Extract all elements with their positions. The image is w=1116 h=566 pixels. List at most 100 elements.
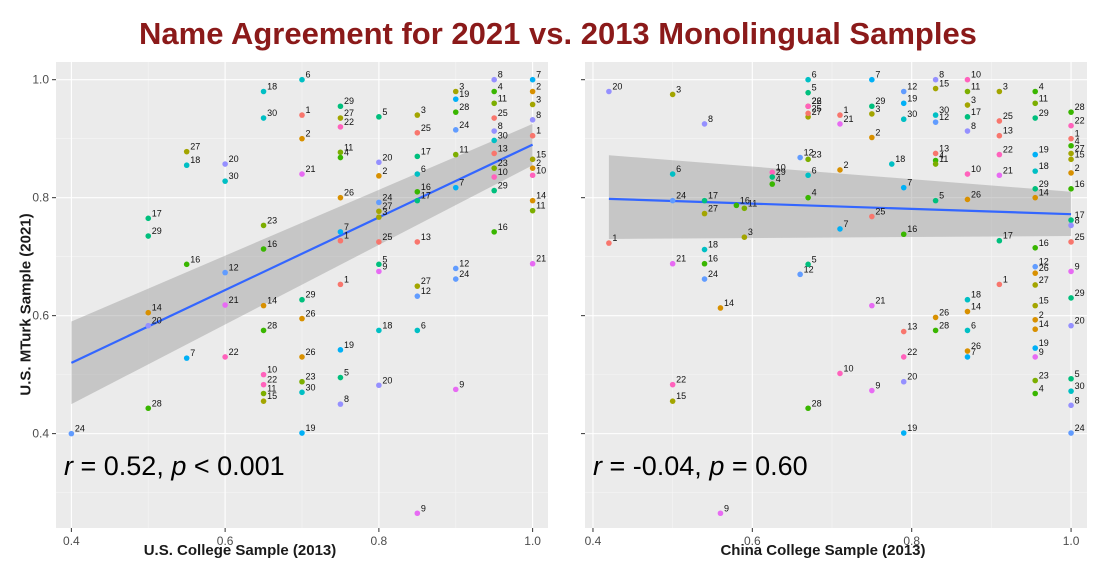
point-label: 26 <box>306 347 316 357</box>
data-point <box>1032 194 1039 201</box>
data-point <box>337 103 344 110</box>
data-point <box>452 276 459 282</box>
data-point <box>414 188 421 195</box>
data-point <box>900 231 907 238</box>
data-point <box>805 103 811 110</box>
data-point <box>701 210 708 217</box>
y-tick-label: 0.6 <box>32 309 49 323</box>
data-point <box>932 112 939 118</box>
data-point <box>491 137 497 144</box>
point-label: 1 <box>843 105 848 115</box>
point-label: 13 <box>907 322 917 332</box>
data-point <box>376 114 382 120</box>
point-label: 19 <box>306 423 316 433</box>
data-point <box>1068 322 1074 329</box>
data-point <box>414 239 421 245</box>
data-point <box>414 171 421 177</box>
point-label: 29 <box>1039 108 1049 118</box>
point-label: 14 <box>724 298 734 308</box>
point-label: 6 <box>421 164 426 174</box>
data-point <box>299 171 305 177</box>
point-label: 22 <box>812 96 822 106</box>
point-label: 30 <box>306 382 316 392</box>
data-point <box>1032 354 1039 360</box>
point-label: 2 <box>1075 163 1080 173</box>
data-point <box>414 112 421 118</box>
point-label: 16 <box>190 254 200 264</box>
x-tick-label: 0.4 <box>585 534 602 548</box>
point-label: 17 <box>971 107 981 117</box>
data-point <box>805 172 811 179</box>
point-label: 1 <box>612 233 617 243</box>
point-label: 16 <box>421 182 431 192</box>
data-point <box>606 240 612 246</box>
point-label: 21 <box>229 295 239 305</box>
point-label: 14 <box>267 296 277 306</box>
data-point <box>869 213 875 220</box>
data-point <box>491 115 497 121</box>
point-label: 23 <box>1039 371 1049 381</box>
point-label: 5 <box>382 254 387 264</box>
point-label: 11 <box>748 198 757 208</box>
data-point <box>529 101 536 108</box>
point-label: 29 <box>1039 179 1049 189</box>
point-label: 28 <box>939 320 949 330</box>
x-axis-label-right: China College Sample (2013) <box>720 542 926 559</box>
data-point <box>376 199 382 206</box>
data-point <box>414 197 421 204</box>
data-point <box>529 76 536 83</box>
point-label: 5 <box>812 83 817 93</box>
point-label: 18 <box>971 290 981 300</box>
point-label: 3 <box>459 81 464 91</box>
point-label: 29 <box>152 226 162 236</box>
data-point <box>669 398 676 404</box>
point-label: 14 <box>536 191 546 201</box>
data-point <box>805 110 811 117</box>
x-tick-label: 1.0 <box>524 534 541 548</box>
data-point <box>529 88 536 95</box>
data-point <box>900 354 907 360</box>
data-point <box>529 207 536 214</box>
data-point <box>376 159 382 166</box>
data-point <box>260 115 267 121</box>
data-point <box>1032 151 1039 158</box>
point-label: 11 <box>536 201 545 211</box>
point-label: 24 <box>75 424 85 434</box>
data-point <box>606 88 612 95</box>
data-point <box>1068 295 1074 301</box>
point-label: 15 <box>939 79 949 89</box>
point-label: 20 <box>382 152 392 162</box>
point-label: 2 <box>536 81 541 91</box>
data-point <box>414 153 421 160</box>
point-label: 11 <box>459 145 468 155</box>
data-point <box>376 268 382 275</box>
data-point <box>491 187 497 194</box>
x-tick-label: 0.6 <box>217 534 234 548</box>
point-label: 5 <box>812 254 817 264</box>
point-label: 19 <box>907 423 917 433</box>
point-label: 13 <box>498 143 508 153</box>
y-tick-label: 1.0 <box>32 73 49 87</box>
point-label: 22 <box>267 375 277 385</box>
point-label: 9 <box>459 379 464 389</box>
data-point <box>491 128 497 134</box>
data-point <box>869 134 875 141</box>
scatter-panel-1: 0.4 0.6 0.8 1.00.40.60.81.02417291420282718… <box>32 62 548 548</box>
point-label: 11 <box>344 142 353 152</box>
x-axis-label-left: U.S. College Sample (2013) <box>143 542 337 559</box>
point-label: 29 <box>498 181 508 191</box>
point-label: 3 <box>971 95 976 105</box>
point-label: 29 <box>776 167 786 177</box>
point-label: 3 <box>421 105 426 115</box>
data-point <box>299 430 305 436</box>
data-point <box>1032 115 1039 121</box>
point-label: 23 <box>306 372 316 382</box>
point-label: 22 <box>1003 145 1013 155</box>
point-label: 19 <box>344 340 354 350</box>
point-label: 10 <box>971 164 981 174</box>
point-label: 16 <box>907 224 917 234</box>
point-label: 11 <box>267 384 276 394</box>
data-point <box>932 85 939 92</box>
point-label: 17 <box>708 191 718 201</box>
data-point <box>337 401 344 407</box>
